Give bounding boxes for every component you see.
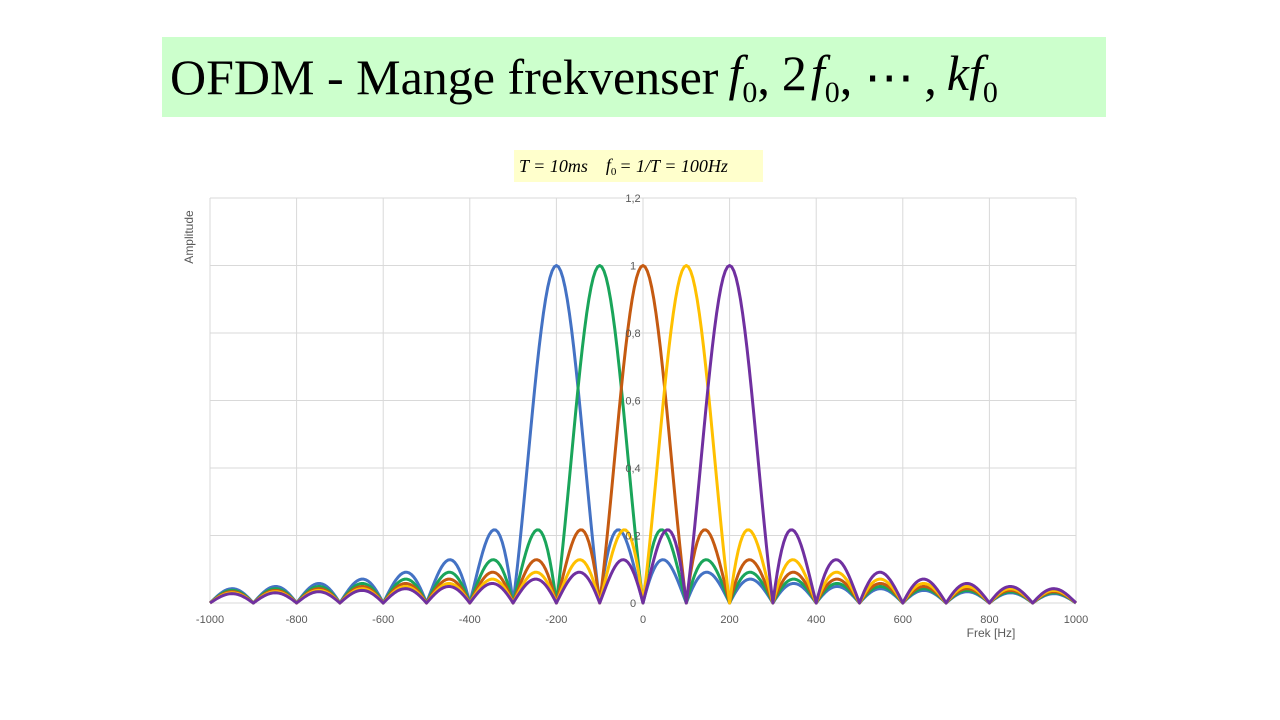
slide-title: OFDM - Mange frekvenser f0 , 2f0 , ⋯ , k… <box>162 37 1106 117</box>
tick-labels: -1000 -800 -600 -400 -200 0 200 400 600 800 1000 0 0… <box>196 193 1088 626</box>
x-tick-label: 400 <box>807 614 825 626</box>
grid-lines <box>209 197 1077 604</box>
x-tick-label: 200 <box>720 614 738 626</box>
series-line-2 <box>209 264 1077 605</box>
y-tick-label: 1,2 <box>625 193 640 205</box>
period-formula: T = 10ms <box>519 155 588 176</box>
x-tick-label: 600 <box>894 614 912 626</box>
series-line-4 <box>209 264 1078 605</box>
f0-formula: = 1/T = 100Hz <box>619 155 728 176</box>
x-tick-label: -600 <box>372 614 394 626</box>
y-axis-title: Amplitude <box>182 210 196 264</box>
x-tick-label: -800 <box>286 614 308 626</box>
x-axis-title: Frek [Hz] <box>967 626 1016 640</box>
2f0-term: 2f0 <box>781 45 840 109</box>
x-tick-label: -1000 <box>196 614 224 626</box>
y-tick-label: 0,6 <box>625 396 640 408</box>
kf0-term: kf0 <box>946 45 998 109</box>
formula-box: T = 10ms f0 = 1/T = 100Hz <box>514 150 763 182</box>
x-tick-label: 1000 <box>1064 614 1088 626</box>
title-text: OFDM - Mange frekvenser <box>170 49 719 105</box>
x-tick-label: 0 <box>640 614 646 626</box>
f0-term: f0 <box>728 45 758 109</box>
y-tick-label: 0,8 <box>625 328 640 340</box>
ellipsis: ⋯ <box>864 49 915 105</box>
y-tick-label: 0,4 <box>625 463 640 475</box>
x-tick-label: -400 <box>459 614 481 626</box>
y-tick-label: 1 <box>630 261 636 273</box>
x-tick-label: -200 <box>545 614 567 626</box>
y-tick-label: 0,2 <box>625 531 640 543</box>
series-lines <box>208 264 1078 605</box>
x-tick-label: 800 <box>980 614 998 626</box>
f0-symbol: f0 <box>605 154 617 178</box>
y-tick-label: 0 <box>630 598 636 610</box>
